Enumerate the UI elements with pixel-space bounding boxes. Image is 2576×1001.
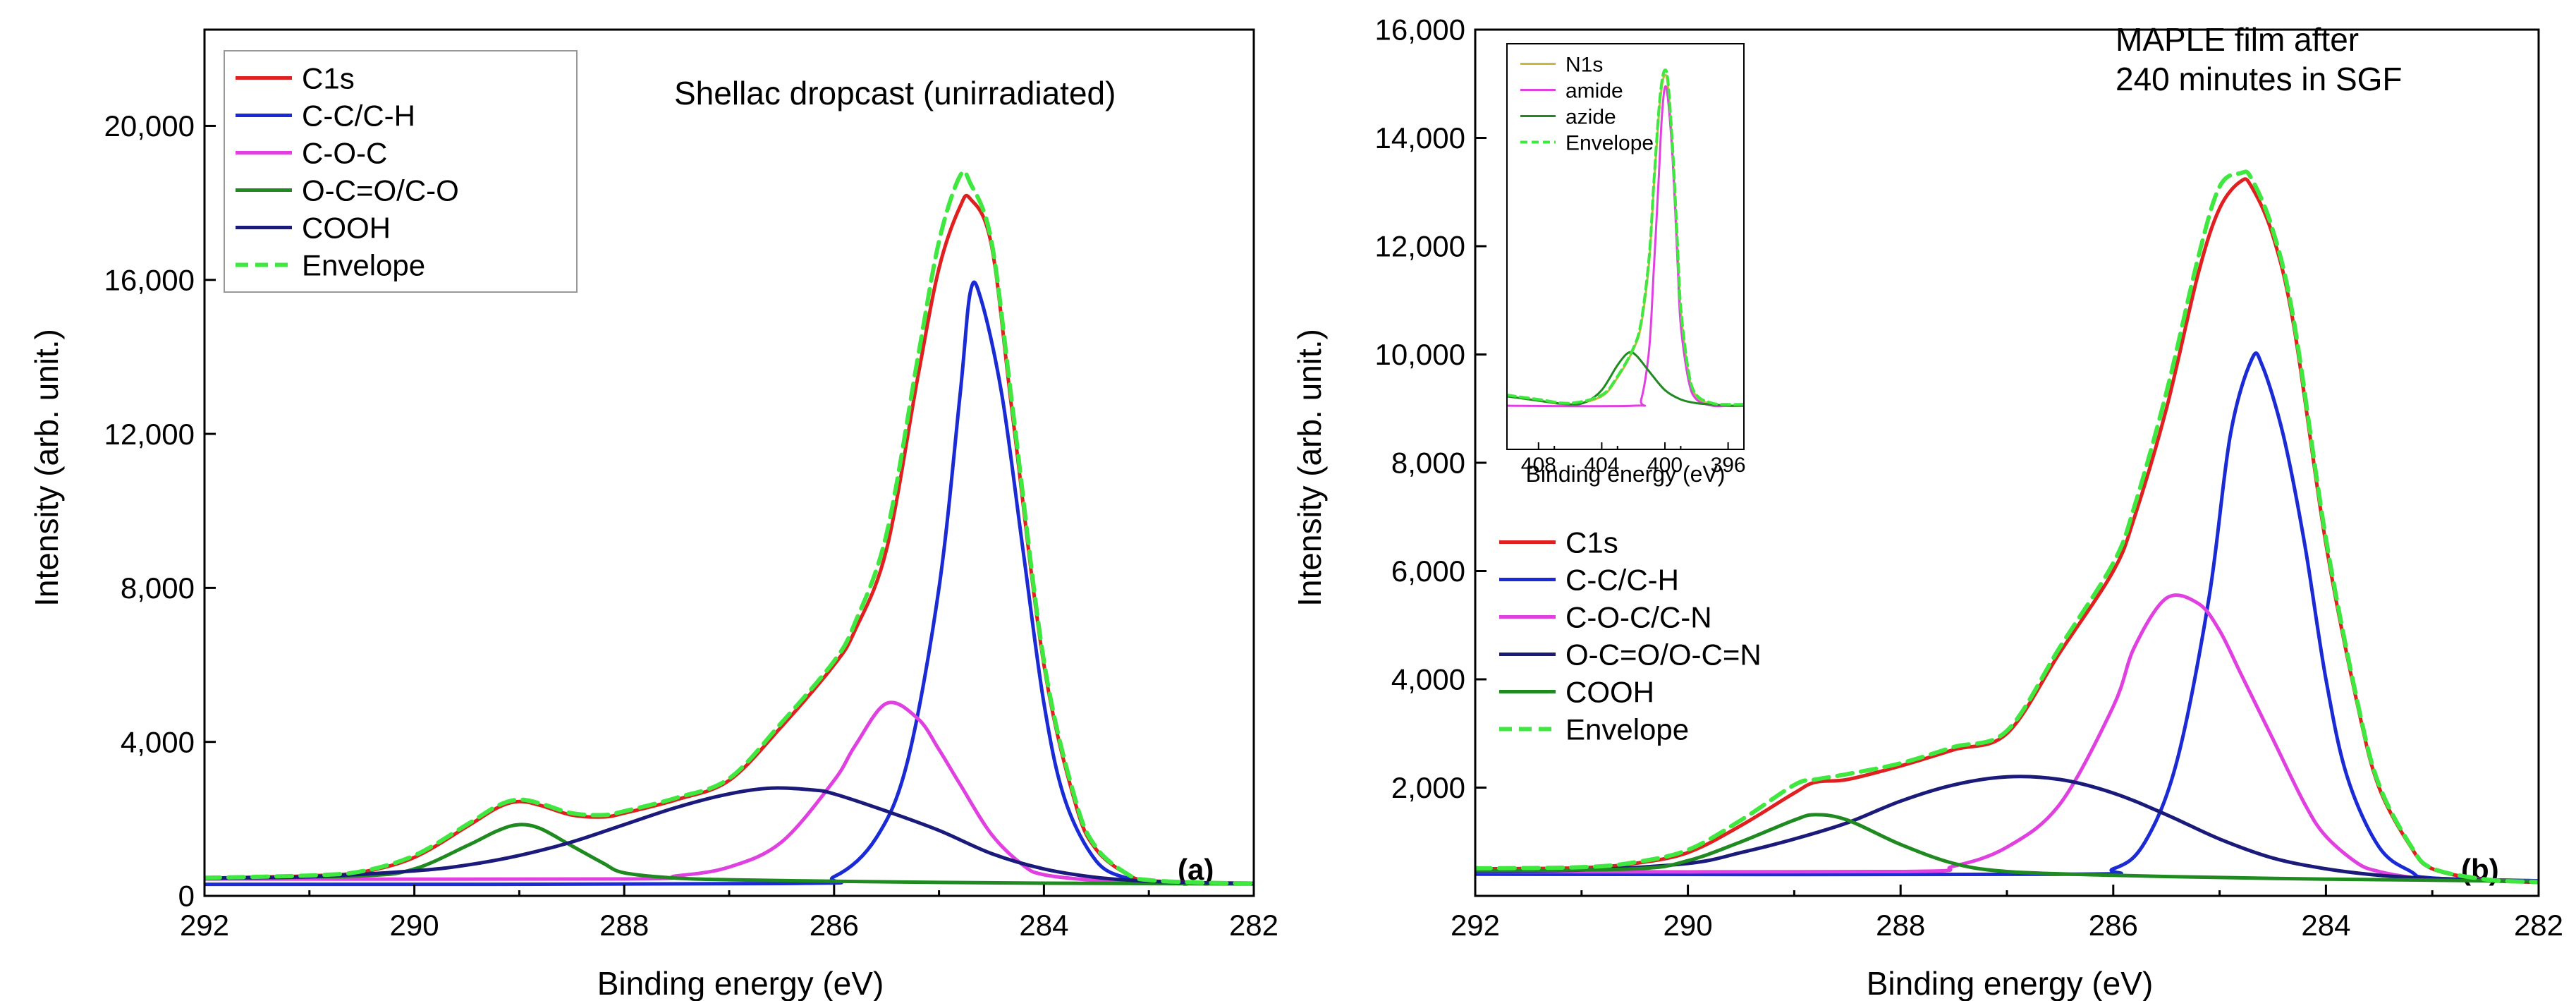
- legend-inset: N1s amide azide Envelope: [1508, 46, 1654, 160]
- y-tick-label-b-7: 16,000: [1375, 13, 1465, 47]
- legend-label-inset-2: azide: [1565, 105, 1616, 128]
- y-tick-label-a-2: 8,000: [121, 571, 195, 605]
- chart-b-ylabel: Intensity (arb. unit.): [1291, 329, 1328, 607]
- series-line-inset-1: [1507, 85, 1744, 408]
- legend-a: C1s C-C/C-H C-O-C O-C=O/C-O COOH Envelope: [224, 50, 578, 293]
- x-tick-label-inset-2: 400: [1647, 454, 1683, 477]
- legend-label-a-5: Envelope: [302, 249, 425, 282]
- plot-inset: 408 404 400 396 N1s amide azide Envelope: [1506, 43, 1746, 477]
- legend-label-a-3: O-C=O/C-O: [302, 174, 459, 207]
- series-line-a-0: [205, 193, 1254, 885]
- x-tick-label-inset-3: 396: [1711, 454, 1746, 477]
- x-tick-label-a-0: 292: [180, 909, 229, 942]
- x-tick-label-a-2: 288: [599, 909, 649, 942]
- series-line-inset-3: [1507, 68, 1744, 406]
- plot-a: 292 290 288 286 284 282 0 4,000 8,000 12,000 16,00…: [104, 28, 1278, 942]
- series-group-inset: [1507, 68, 1744, 408]
- legend-label-b-1: C-C/C-H: [1565, 564, 1679, 597]
- plot-b: 292 290 288 286 284 282 2,000 4,000 6,000 8,000 10…: [1375, 13, 2564, 942]
- legend-label-b-5: Envelope: [1565, 713, 1689, 746]
- y-tick-label-b-6: 14,000: [1375, 121, 1465, 154]
- chart-b-inset: Binding energy (eV): [1526, 461, 1726, 487]
- x-tick-label-a-4: 284: [1019, 909, 1068, 942]
- legend-box-a: [224, 50, 578, 293]
- legend-label-inset-0: N1s: [1565, 53, 1603, 76]
- chart-panel-b: Intensity (arb. unit.) Binding energy (e…: [1291, 21, 2499, 1001]
- legend-label-b-2: C-O-C/C-N: [1565, 601, 1712, 634]
- x-tick-label-inset-0: 408: [1521, 454, 1556, 477]
- legend-label-a-4: COOH: [302, 212, 391, 245]
- x-tick-label-b-3: 286: [2089, 909, 2138, 942]
- chart-a-title: Shellac dropcast (unirradiated): [674, 75, 1116, 111]
- x-tick-label-a-5: 282: [1229, 909, 1278, 942]
- y-tick-label-a-0: 0: [178, 880, 195, 913]
- legend-label-inset-3: Envelope: [1565, 131, 1654, 154]
- series-line-b-1: [1475, 351, 2539, 882]
- series-line-inset-2: [1507, 351, 1744, 407]
- legend-box-b: [1487, 514, 1869, 757]
- y-tick-label-a-3: 12,000: [104, 418, 195, 451]
- series-line-a-5: [205, 169, 1254, 886]
- y-tick-label-a-4: 16,000: [104, 263, 195, 296]
- legend-box-inset: [1508, 46, 1651, 160]
- legend-label-inset-1: amide: [1565, 79, 1623, 102]
- series-group-a: [205, 169, 1254, 887]
- x-tick-label-a-3: 286: [810, 909, 859, 942]
- x-tick-label-b-1: 290: [1664, 909, 1713, 942]
- y-tick-label-b-2: 6,000: [1391, 554, 1465, 588]
- x-tick-label-inset-1: 404: [1584, 454, 1619, 477]
- y-tick-label-a-5: 20,000: [104, 109, 195, 142]
- chart-b-xlabel: Binding energy (eV): [1867, 965, 2154, 1001]
- series-line-b-3: [1475, 775, 2539, 884]
- legend-label-a-1: C-C/C-H: [302, 99, 415, 133]
- series-line-b-4: [1475, 813, 2539, 883]
- x-tick-label-b-4: 284: [2301, 909, 2350, 942]
- y-tick-label-a-1: 4,000: [121, 725, 195, 758]
- legend-b: C1s C-C/C-H C-O-C/C-N O-C=O/O-C=N COOH Envelo…: [1487, 514, 1869, 757]
- chart-a-ylabel: Intensity (arb. unit.): [28, 329, 65, 607]
- y-tick-label-b-0: 2,000: [1391, 771, 1465, 804]
- chart-a-xlabel: Binding energy (eV): [597, 965, 884, 1001]
- y-tick-label-b-4: 10,000: [1375, 338, 1465, 371]
- legend-label-a-0: C1s: [302, 62, 355, 95]
- x-tick-label-b-2: 288: [1876, 909, 1925, 942]
- y-tick-label-b-5: 12,000: [1375, 230, 1465, 263]
- x-tick-label-b-5: 282: [2514, 909, 2563, 942]
- series-line-a-3: [205, 823, 1254, 886]
- y-tick-label-b-1: 4,000: [1391, 663, 1465, 696]
- chart-b-title-line-1: MAPLE film after: [2116, 21, 2359, 58]
- series-line-a-4: [205, 786, 1254, 885]
- y-tick-label-b-3: 8,000: [1391, 447, 1465, 480]
- x-tick-label-b-0: 292: [1451, 909, 1500, 942]
- series-line-b-5: [1475, 169, 2539, 885]
- plot-frame-inset: [1506, 43, 1745, 450]
- chart-b-title-line-2: 240 minutes in SGF: [2116, 61, 2403, 97]
- chart-inset-xlabel: Binding energy (eV): [1526, 461, 1726, 487]
- series-group-b: [1475, 169, 2539, 885]
- chart-panel-a: Intensity (arb. unit.) Binding energy (e…: [28, 75, 1214, 1001]
- legend-label-b-0: C1s: [1565, 526, 1618, 559]
- legend-label-b-3: O-C=O/O-C=N: [1565, 638, 1762, 672]
- series-line-b-2: [1475, 593, 2539, 883]
- legend-label-a-2: C-O-C: [302, 137, 387, 170]
- legend-label-b-4: COOH: [1565, 676, 1654, 709]
- x-tick-label-a-1: 290: [390, 909, 439, 942]
